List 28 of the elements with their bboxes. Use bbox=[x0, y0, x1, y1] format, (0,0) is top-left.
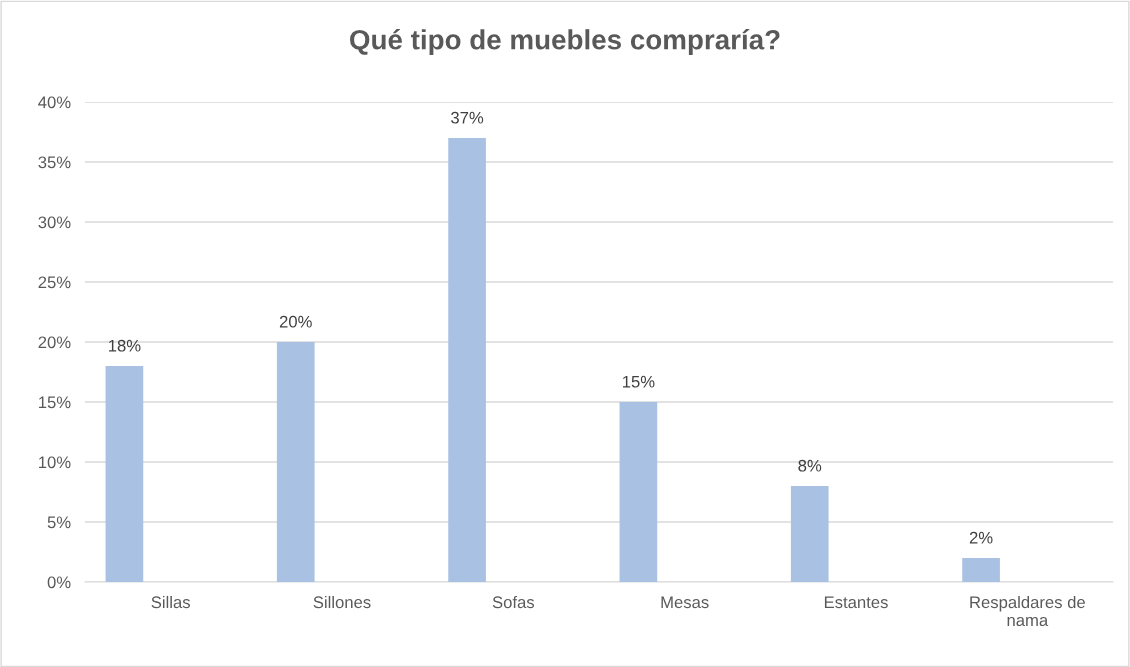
y-tick-label: 20% bbox=[38, 336, 71, 349]
data-label: 20% bbox=[279, 315, 312, 328]
x-tick-label: Sofas bbox=[492, 595, 535, 609]
bar bbox=[619, 402, 658, 582]
x-tick-label: Sillas bbox=[151, 595, 190, 609]
data-label: 37% bbox=[451, 111, 484, 124]
x-tick-label: Estantes bbox=[824, 596, 888, 609]
chart-title: Qué tipo de muebles compraría? bbox=[350, 28, 780, 56]
y-tick-label: 25% bbox=[38, 276, 71, 289]
y-tick-label: 30% bbox=[38, 216, 71, 229]
data-label: 2% bbox=[969, 531, 993, 544]
y-tick-label: 35% bbox=[38, 156, 71, 169]
y-tick-label: 5% bbox=[47, 516, 71, 529]
x-tick-label: Respaldares de nama bbox=[970, 595, 1085, 627]
bar bbox=[962, 558, 1000, 582]
x-tick-label: Mesas bbox=[661, 596, 709, 609]
bar bbox=[105, 366, 144, 582]
data-label: 15% bbox=[623, 375, 655, 388]
y-tick-label: 40% bbox=[38, 96, 71, 109]
bar bbox=[790, 486, 829, 582]
bar bbox=[448, 138, 486, 582]
x-tick-label: Sillones bbox=[313, 595, 371, 609]
y-tick-label: 0% bbox=[47, 576, 71, 589]
bar bbox=[276, 342, 315, 582]
data-label: 8% bbox=[798, 459, 822, 472]
y-tick-label: 15% bbox=[39, 396, 71, 409]
data-label: 18% bbox=[109, 339, 141, 352]
y-tick-label: 10% bbox=[39, 456, 71, 469]
